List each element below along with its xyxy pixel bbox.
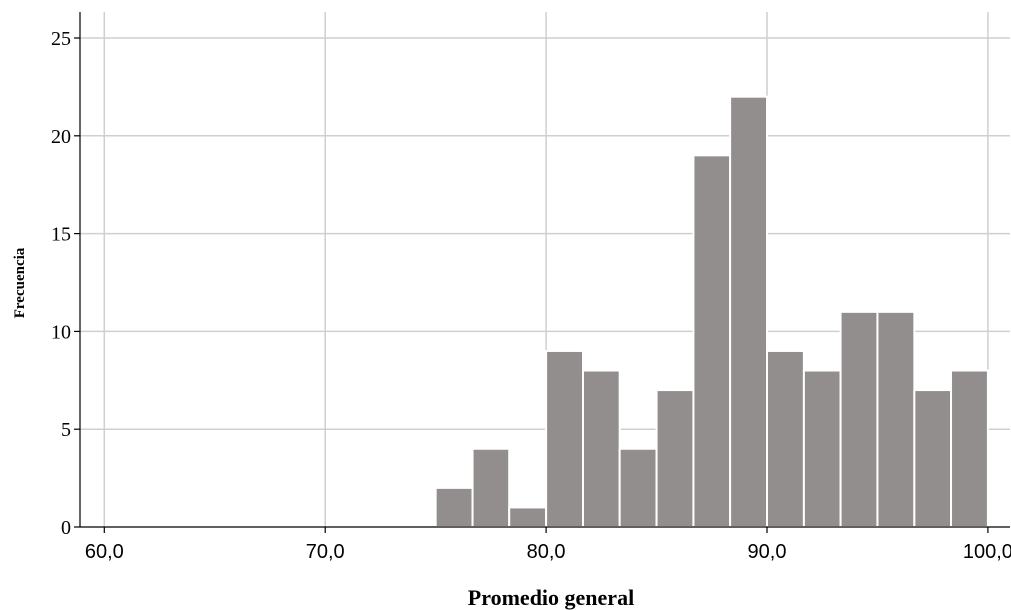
histogram-bar	[618, 447, 658, 529]
histogram-bar	[508, 506, 548, 529]
y-tick-labels: 0 5 10 15 20 25	[51, 28, 71, 539]
histogram-bar	[839, 310, 879, 528]
histogram-bar	[729, 95, 769, 529]
histogram-bar	[692, 154, 732, 529]
histogram-bar	[434, 486, 474, 529]
y-axis-title: Frecuencia	[12, 247, 28, 318]
x-tick-labels: 60,0 70,0 80,0 90,0 100,0	[85, 541, 1011, 563]
bars	[434, 95, 989, 529]
histogram-bar	[876, 310, 916, 528]
y-tick-label: 0	[61, 517, 71, 539]
y-tick-label: 20	[51, 126, 71, 148]
x-axis-title: Promedio general	[468, 585, 634, 610]
histogram-bar	[913, 389, 953, 528]
y-tick-label: 25	[51, 28, 71, 50]
y-tick-label: 15	[51, 224, 71, 246]
histogram-bar	[471, 447, 511, 529]
x-tick-label: 90,0	[748, 541, 787, 563]
histogram-bar	[581, 369, 621, 528]
histogram-bar	[802, 369, 842, 528]
histogram-bar	[766, 349, 805, 528]
axes	[74, 12, 1010, 533]
x-tick-label: 60,0	[85, 541, 124, 563]
histogram-bar	[950, 369, 989, 528]
x-tick-label: 70,0	[306, 541, 345, 563]
y-tick-label: 10	[51, 321, 71, 343]
x-tick-label: 80,0	[527, 541, 566, 563]
x-tick-label: 100,0	[963, 541, 1011, 563]
histogram-bar	[545, 349, 584, 528]
histogram-bar	[655, 389, 695, 528]
y-tick-label: 5	[61, 419, 71, 441]
